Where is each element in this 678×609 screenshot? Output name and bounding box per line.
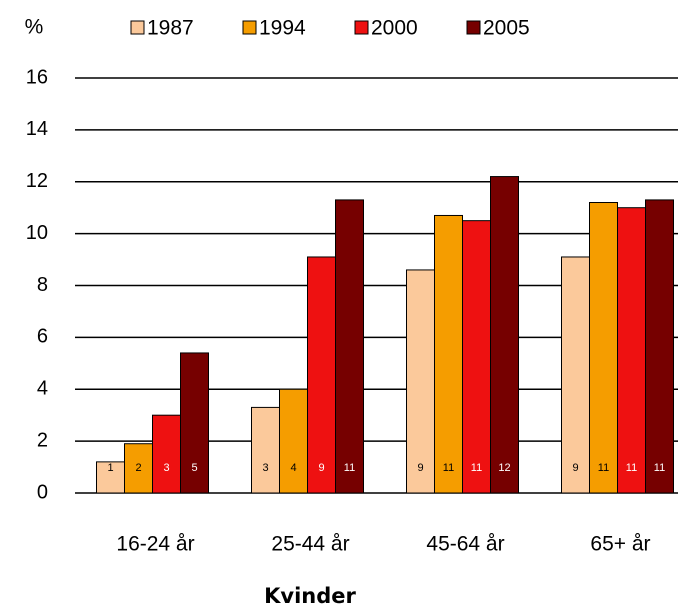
data-label: 3 [163, 462, 169, 474]
bar [645, 199, 674, 494]
data-label: 11 [471, 462, 482, 474]
legend-label: 2005 [483, 17, 530, 40]
data-label: 1 [107, 462, 113, 474]
data-label: 9 [417, 462, 423, 474]
x-tick-label: 16-24 år [116, 533, 194, 556]
y-tick-label: 8 [37, 274, 48, 296]
y-tick-label: 12 [26, 170, 48, 192]
legend-label: 1994 [259, 17, 306, 40]
bar [152, 414, 181, 494]
data-label: 4 [290, 462, 296, 474]
data-label: 5 [191, 462, 197, 474]
legend-swatch [466, 20, 481, 35]
x-tick-label: 65+ år [590, 533, 650, 556]
bar [561, 256, 590, 494]
y-tick-label: 4 [37, 378, 48, 400]
y-tick-label: 10 [26, 222, 48, 244]
y-tick-label: 0 [37, 481, 48, 503]
y-tick-label: 6 [37, 326, 48, 348]
bar [589, 202, 618, 494]
x-axis-label: Kvinder [264, 584, 356, 608]
data-label: 3 [262, 462, 268, 474]
data-label: 9 [318, 462, 324, 474]
y-tick-label: 2 [37, 429, 48, 451]
legend-swatch [242, 20, 257, 35]
legend-label: 2000 [371, 17, 418, 40]
data-label: 11 [626, 462, 637, 474]
bar [279, 388, 308, 494]
bar [434, 214, 463, 494]
bar [335, 199, 364, 494]
data-label: 9 [572, 462, 578, 474]
bar [490, 176, 519, 494]
x-tick-label: 45-64 år [426, 533, 504, 556]
data-label: 2 [135, 462, 141, 474]
data-label: 11 [344, 462, 355, 474]
data-label: 12 [498, 462, 510, 474]
data-label: 11 [654, 462, 665, 474]
x-tick-label: 25-44 år [271, 533, 349, 556]
bar [462, 220, 491, 494]
bar [124, 443, 153, 494]
legend-swatch [354, 20, 369, 35]
bar [251, 406, 280, 494]
data-label: 11 [598, 462, 609, 474]
y-tick-label: 14 [26, 118, 48, 140]
y-tick-label: 16 [26, 66, 48, 88]
bar [617, 207, 646, 494]
bar [406, 269, 435, 494]
bar [180, 352, 209, 494]
legend-swatch [130, 20, 145, 35]
y-axis-label: % [25, 16, 44, 39]
legend-label: 1987 [147, 17, 194, 40]
data-label: 11 [443, 462, 454, 474]
bar [307, 256, 336, 494]
